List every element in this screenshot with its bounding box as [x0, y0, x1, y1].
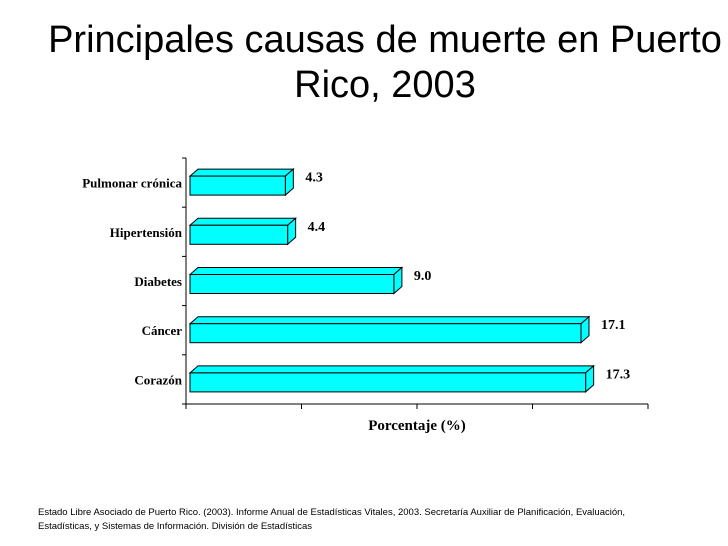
- chart-bars: [188, 167, 595, 394]
- bar-top-face: [188, 168, 295, 177]
- category-label: Pulmonar crónica: [82, 176, 182, 191]
- page-title: Principales causas de muerte en Puerto R…: [48, 19, 722, 106]
- value-label: 9.0: [414, 269, 432, 284]
- bar-top-face: [188, 316, 591, 325]
- value-label: 17.1: [601, 318, 626, 333]
- chart-labels: Pulmonar crónica 4.3 Hipertensión 4.4 Diabet…: [82, 171, 630, 388]
- x-axis-title: Porcentaje (%): [368, 418, 466, 434]
- bar-front-face: [189, 323, 582, 344]
- category-label: Diabetes: [134, 274, 182, 289]
- category-label: Cáncer: [142, 323, 183, 338]
- bar-4: [188, 364, 595, 394]
- bar-1: [188, 217, 297, 246]
- chart-axes: [182, 157, 649, 409]
- bar-front-face: [189, 224, 289, 245]
- source-citation: Estado Libre Asociado de Puerto Rico. (2…: [38, 507, 626, 532]
- bar-front-face: [189, 175, 286, 196]
- bar-0: [188, 167, 295, 197]
- bar-top-face: [188, 217, 297, 226]
- bar-front-face: [189, 372, 587, 393]
- bar-3: [188, 315, 591, 344]
- category-label: Hipertensión: [110, 225, 183, 240]
- category-label: Corazón: [134, 372, 182, 387]
- bar-top-face: [188, 267, 404, 275]
- bar-2: [188, 266, 404, 295]
- bar-front-face: [189, 274, 395, 294]
- value-label: 4.4: [308, 220, 326, 235]
- value-label: 4.3: [305, 171, 323, 186]
- value-label: 17.3: [606, 367, 631, 382]
- bar-top-face: [188, 365, 595, 374]
